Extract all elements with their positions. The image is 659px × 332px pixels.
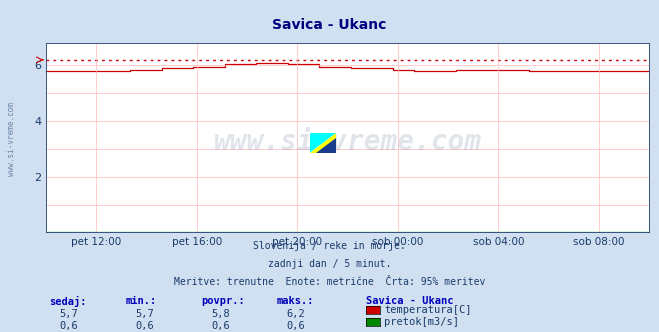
Text: povpr.:: povpr.: [201,296,244,306]
Text: 5,7: 5,7 [59,309,78,319]
Text: 0,6: 0,6 [135,321,154,331]
Text: 0,6: 0,6 [211,321,229,331]
Text: Savica - Ukanc: Savica - Ukanc [366,296,453,306]
Text: www.si-vreme.com: www.si-vreme.com [7,103,16,176]
Text: 5,8: 5,8 [211,309,229,319]
Polygon shape [310,133,336,153]
Text: sedaj:: sedaj: [49,296,87,307]
Text: Slovenija / reke in morje.: Slovenija / reke in morje. [253,241,406,251]
Polygon shape [316,138,336,153]
Text: Savica - Ukanc: Savica - Ukanc [272,18,387,32]
Text: min.:: min.: [125,296,156,306]
Text: temperatura[C]: temperatura[C] [384,305,472,315]
Polygon shape [310,133,336,153]
Text: 0,6: 0,6 [59,321,78,331]
Text: pretok[m3/s]: pretok[m3/s] [384,317,459,327]
Text: 6,2: 6,2 [287,309,305,319]
Text: maks.:: maks.: [277,296,314,306]
Text: www.si-vreme.com: www.si-vreme.com [214,127,482,156]
Text: zadnji dan / 5 minut.: zadnji dan / 5 minut. [268,259,391,269]
Text: 5,7: 5,7 [135,309,154,319]
Text: Meritve: trenutne  Enote: metrične  Črta: 95% meritev: Meritve: trenutne Enote: metrične Črta: … [174,277,485,287]
Text: 0,6: 0,6 [287,321,305,331]
